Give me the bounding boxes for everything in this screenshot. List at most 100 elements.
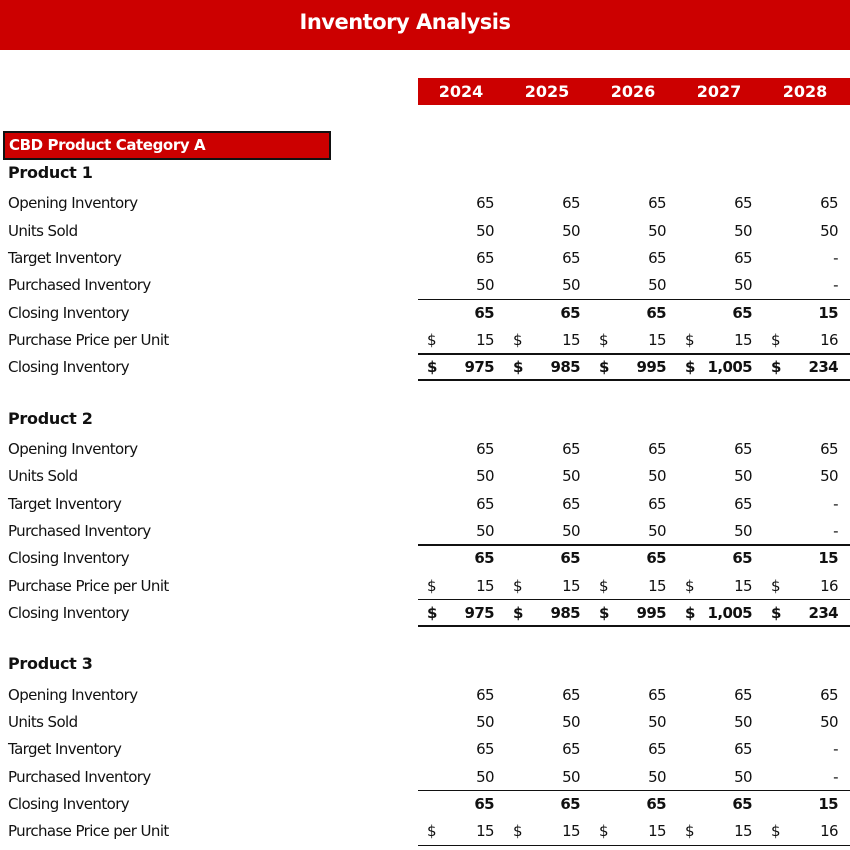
row-label: Purchase Price per Unit: [8, 576, 169, 595]
value-cell: -: [833, 276, 838, 295]
row-label: Purchased Inventory: [8, 276, 151, 295]
value-cell: 50: [476, 713, 494, 731]
row-label: Closing Inventory: [8, 794, 130, 813]
value-cell: 65: [562, 440, 580, 458]
row-label: Units Sold: [8, 713, 78, 731]
product-name: Product 1: [8, 163, 93, 182]
value-cell: 65: [476, 248, 494, 267]
product-name: Product 2: [8, 408, 93, 428]
value-cell: 65: [732, 303, 752, 322]
value-cell: 50: [648, 713, 666, 731]
value-cell: 985: [510, 846, 580, 850]
value-cell: 65: [562, 740, 580, 759]
year-header: 2024 2025 2026 2027 2028: [418, 78, 850, 105]
value-cell: 50: [734, 767, 752, 786]
value-cell: 16: [820, 330, 838, 349]
row-label: Closing Inventory: [8, 549, 130, 568]
value-cell: 65: [648, 685, 666, 704]
currency-symbol: $: [599, 358, 609, 377]
year-header-cell: 2025: [524, 82, 570, 101]
year-header-cell: 2028: [782, 82, 828, 101]
value-cell: -: [833, 521, 838, 540]
row-label: Purchase Price per Unit: [8, 330, 169, 349]
value-cell: 50: [648, 467, 666, 486]
currency-symbol: $: [685, 358, 695, 377]
value-cell: 50: [562, 467, 580, 486]
value-cell: 975: [464, 358, 494, 377]
value-cell: 50: [734, 467, 752, 486]
row-label: Target Inventory: [8, 248, 122, 267]
value-cell: 50: [562, 713, 580, 731]
currency-symbol: $: [513, 603, 523, 622]
currency-symbol: $: [771, 822, 781, 841]
value-cell: 50: [476, 521, 494, 540]
currency-symbol: $: [427, 358, 437, 377]
value-cell: 65: [646, 549, 666, 568]
value-cell: 1,005: [707, 358, 753, 377]
value-cell: 65: [476, 494, 494, 513]
value-cell: 65: [734, 248, 752, 267]
value-cell: 234: [768, 846, 838, 850]
row-label: Opening Inventory: [8, 685, 138, 704]
value-cell: 65: [734, 740, 752, 759]
currency-symbol: $: [771, 603, 781, 622]
value-cell: 65: [732, 794, 752, 813]
value-cell: 50: [648, 521, 666, 540]
currency-symbol: $: [427, 576, 437, 595]
value-cell: 65: [562, 494, 580, 513]
value-cell: 65: [734, 685, 752, 704]
value-cell: 50: [476, 467, 494, 486]
row-border: [418, 298, 850, 300]
row-border: [418, 598, 850, 601]
value-cell: 15: [476, 576, 494, 595]
value-cell: 15: [476, 330, 494, 349]
value-cell: -: [833, 494, 838, 513]
value-cell: 1,005: [682, 846, 753, 850]
row-border: [418, 379, 850, 382]
value-cell: 50: [562, 767, 580, 786]
value-cell: 65: [820, 685, 838, 704]
value-cell: 15: [648, 576, 666, 595]
currency-symbol: $: [599, 822, 609, 841]
value-cell: 50: [820, 713, 838, 731]
value-cell: 15: [734, 330, 752, 349]
row-label: Opening Inventory: [8, 440, 138, 458]
value-cell: 65: [734, 440, 752, 458]
value-cell: 975: [464, 603, 494, 622]
value-cell: 65: [646, 794, 666, 813]
currency-symbol: $: [513, 822, 523, 841]
row-label: Closing Inventory: [8, 603, 130, 622]
value-cell: 50: [734, 713, 752, 731]
value-cell: 50: [476, 221, 494, 240]
row-label: Purchase Price per Unit: [8, 822, 169, 841]
row-label: Target Inventory: [8, 740, 122, 759]
row-border: [418, 544, 850, 546]
value-cell: 50: [648, 276, 666, 295]
value-cell: 15: [818, 549, 838, 568]
value-cell: 50: [476, 276, 494, 295]
value-cell: 15: [734, 822, 752, 841]
row-border: [418, 353, 850, 355]
value-cell: 975: [424, 846, 494, 850]
value-cell: 65: [560, 794, 580, 813]
row-label: Purchased Inventory: [8, 521, 151, 540]
value-cell: 65: [562, 194, 580, 213]
value-cell: 995: [596, 846, 666, 850]
row-label: Units Sold: [8, 221, 78, 240]
year-header-cell: 2024: [438, 82, 484, 101]
value-cell: 15: [734, 576, 752, 595]
value-cell: 65: [560, 303, 580, 322]
value-cell: 15: [648, 822, 666, 841]
value-cell: 65: [820, 194, 838, 213]
value-cell: 15: [476, 822, 494, 841]
value-cell: 65: [474, 794, 494, 813]
value-cell: 50: [562, 276, 580, 295]
value-cell: 50: [820, 467, 838, 486]
product-name: Product 3: [8, 654, 93, 674]
year-header-cell: 2026: [610, 82, 656, 101]
value-cell: 65: [648, 740, 666, 759]
currency-symbol: $: [771, 576, 781, 595]
value-cell: 995: [636, 603, 666, 622]
value-cell: 16: [820, 822, 838, 841]
currency-symbol: $: [427, 330, 437, 349]
